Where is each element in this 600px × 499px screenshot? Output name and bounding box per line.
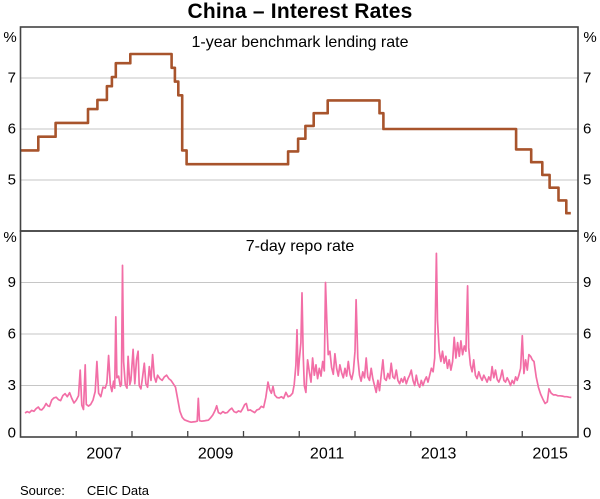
y-tick-label-left: 0 xyxy=(8,425,16,442)
percent-sign-bottom-left: % xyxy=(3,229,17,246)
percent-sign-top-left: % xyxy=(3,29,17,46)
lending-rate-line xyxy=(20,52,571,215)
repo-rate-line xyxy=(24,252,572,424)
source-note: Source: CEIC Data xyxy=(20,483,149,498)
y-tick-label-right: 9 xyxy=(583,274,591,291)
x-tick-label: 2015 xyxy=(532,446,568,463)
x-tick-label: 2007 xyxy=(86,446,122,463)
y-tick-label-left: 6 xyxy=(8,121,16,138)
y-tick-label-right: 5 xyxy=(583,172,591,189)
bottom-panel-label: 7-day repo rate xyxy=(245,238,355,255)
y-tick-label-left: 3 xyxy=(8,377,16,394)
y-tick-label-left: 7 xyxy=(8,70,16,87)
y-tick-label-right: 6 xyxy=(583,326,591,343)
y-tick-label-right: 7 xyxy=(583,70,591,87)
source-label: Source: xyxy=(20,483,65,498)
y-tick-label-left: 5 xyxy=(8,172,16,189)
y-tick-label-left: 6 xyxy=(8,326,16,343)
top-panel-label: 1-year benchmark lending rate xyxy=(191,34,409,51)
y-tick-label-left: 9 xyxy=(8,274,16,291)
y-tick-label-right: 0 xyxy=(583,425,591,442)
x-tick-label: 2011 xyxy=(310,446,345,463)
percent-sign-bottom-right: % xyxy=(583,229,597,246)
x-tick-label: 2013 xyxy=(421,446,457,463)
x-tick-label: 2009 xyxy=(198,446,234,463)
percent-sign-top-right: % xyxy=(583,29,597,46)
y-tick-label-right: 3 xyxy=(583,377,591,394)
source-value: CEIC Data xyxy=(86,483,149,498)
y-tick-label-right: 6 xyxy=(583,121,591,138)
chart-title: China – Interest Rates xyxy=(187,0,413,23)
